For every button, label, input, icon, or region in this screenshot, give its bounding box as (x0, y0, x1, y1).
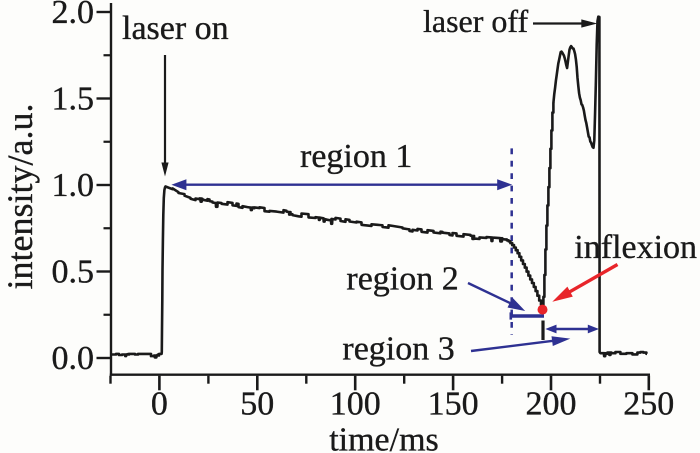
svg-text:150: 150 (428, 386, 479, 423)
svg-text:0.0: 0.0 (52, 340, 95, 377)
svg-text:1.0: 1.0 (52, 167, 95, 204)
svg-text:laser off: laser off (423, 3, 528, 39)
svg-text:250: 250 (623, 386, 674, 423)
svg-text:region 1: region 1 (300, 138, 412, 175)
svg-text:2.0: 2.0 (52, 0, 95, 31)
svg-text:0: 0 (151, 386, 168, 423)
svg-text:inflexion: inflexion (574, 229, 697, 266)
svg-text:time/ms: time/ms (329, 421, 439, 453)
svg-text:50: 50 (240, 386, 274, 423)
svg-text:intensity/a.u.: intensity/a.u. (0, 104, 40, 290)
svg-text:100: 100 (330, 386, 381, 423)
svg-text:0.5: 0.5 (52, 253, 95, 290)
svg-text:1.5: 1.5 (52, 80, 95, 117)
svg-text:region 3: region 3 (342, 330, 454, 367)
svg-text:laser on: laser on (122, 10, 229, 47)
svg-text:region 2: region 2 (346, 261, 458, 298)
svg-text:200: 200 (526, 386, 577, 423)
